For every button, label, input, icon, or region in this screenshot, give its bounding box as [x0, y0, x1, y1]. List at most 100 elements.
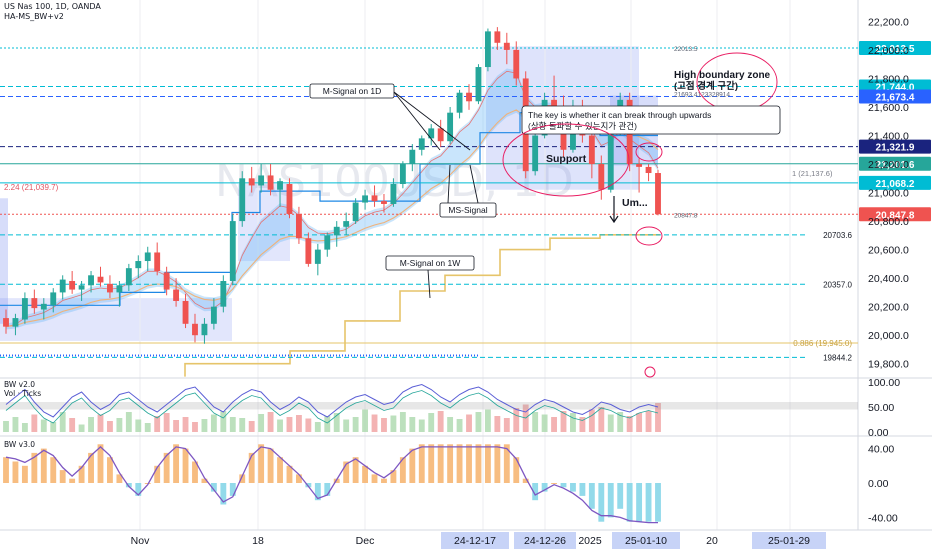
target-circle: [635, 226, 663, 246]
vol-bar-67: [636, 413, 643, 432]
candle-body-41: [390, 184, 397, 204]
level-tag-0: [859, 40, 931, 55]
vol-bar-69: [655, 403, 661, 432]
bw2-tick-2: 100.00: [868, 377, 900, 389]
bw3-tick-0: -40.00: [868, 512, 898, 524]
candle-body-56: [532, 135, 539, 172]
candle-body-69: [655, 173, 661, 215]
bw3-hist-50: [475, 444, 482, 483]
vol-pane-label: Vol · Ticks: [4, 389, 42, 398]
vol-bar-64: [607, 414, 614, 432]
vol-bar-5: [50, 422, 57, 432]
shaded-zone-edge: [0, 198, 8, 324]
chart-symbol-title: US Nas 100, 1D, OANDA: [4, 2, 101, 11]
left-fib-label: 2.24 (21,039.7): [4, 183, 59, 192]
candle-body-51: [484, 31, 491, 68]
callout-1d-pointer: [393, 91, 471, 151]
y-tick-4: 20,600.0: [868, 245, 909, 257]
bw3-hist-10: [97, 444, 104, 483]
bw3-hist-29: [277, 457, 283, 483]
vol-bar-14: [135, 419, 142, 432]
x-label-2: Dec: [356, 535, 375, 547]
candle-body-53: [503, 42, 510, 50]
bw3-hist-58: [551, 483, 557, 484]
level-tag-6: [859, 207, 931, 222]
candle-body-35: [333, 226, 340, 236]
vol-bar-42: [399, 412, 406, 432]
ma-fast-line: [5, 70, 659, 327]
y-tick-7: 21,200.0: [868, 159, 909, 171]
bottom-marker-circle: [644, 366, 656, 378]
bw3-hist-24: [229, 483, 236, 496]
candle-body-5: [50, 292, 57, 306]
vol-bar-10: [97, 414, 104, 432]
ma-cloud-band: [6, 68, 658, 330]
candle-body-18: [173, 289, 180, 301]
candle-body-19: [182, 300, 189, 324]
x-label-3: 2025: [578, 535, 602, 547]
candle-body-39: [371, 195, 378, 202]
bw3-hist-59: [560, 483, 567, 488]
vol-bar-22: [210, 414, 217, 432]
bw3-tick-2: 40.00: [868, 444, 894, 456]
candle-body-0: [3, 318, 9, 327]
candle-body-26: [248, 178, 255, 186]
level-tag-4: [859, 156, 931, 171]
candle-body-15: [144, 252, 151, 262]
vol-bar-18: [173, 420, 180, 432]
vol-bar-1: [12, 417, 19, 432]
candle-body-6: [59, 279, 66, 293]
bw3-hist-4: [40, 448, 47, 483]
candle-body-10: [97, 276, 104, 283]
bw3-hist-55: [522, 478, 529, 483]
callout-ms-signal-box: [439, 202, 497, 218]
candle-body-64: [607, 128, 614, 190]
bw3-hist-14: [135, 483, 142, 496]
fib-level-label: 0.886 (19,945.0): [793, 339, 852, 348]
bw3-hist-48: [456, 444, 463, 483]
x-label-4: 20: [706, 535, 718, 547]
bw3-hist-63: [598, 483, 605, 522]
vol-bar-40: [381, 418, 387, 432]
bw3-hist-33: [314, 483, 321, 501]
bw3-hist-13: [125, 483, 132, 488]
vol-bar-8: [78, 424, 85, 432]
vol-bar-57: [541, 414, 548, 432]
vol-bar-61: [579, 417, 586, 432]
bw3-hist-38: [362, 465, 369, 483]
vol-bar-48: [456, 419, 463, 432]
bw3-hist-68: [645, 483, 652, 522]
y-tick-8: 21,400.0: [868, 131, 909, 143]
level-test-circle: [635, 142, 663, 162]
bw3-hist-47: [447, 444, 454, 483]
bw3-hist-35: [333, 478, 340, 483]
bw3-hist-8: [78, 465, 85, 483]
bw2-tick-1: 50.00: [868, 402, 894, 414]
y-tick-12: 22,200.0: [868, 16, 909, 28]
annot-support: Support: [546, 153, 587, 165]
vol-bar-17: [163, 413, 170, 432]
candle-body-36: [343, 221, 350, 227]
vol-bar-15: [144, 423, 151, 432]
candle-body-4: [40, 303, 47, 310]
candle-body-67: [636, 164, 643, 167]
callout-m-signal-1w: M-Signal on 1W: [400, 258, 460, 268]
candle-body-47: [447, 112, 454, 142]
vol-bar-33: [314, 422, 321, 432]
vol-bar-7: [69, 418, 76, 432]
support-circle: [502, 123, 630, 197]
x-highlight-box-3: [752, 532, 826, 549]
vol-bar-53: [503, 418, 510, 432]
annot-breakthrough-kr: (상향 돌파할 수 있는지가 관건): [528, 121, 637, 131]
candle-body-62: [588, 135, 595, 165]
y-tick-11: 22,000.0: [868, 45, 909, 57]
candle-body-13: [125, 268, 132, 286]
vol-bar-25: [239, 418, 246, 432]
level-tag-label-2: 21,673.4: [876, 93, 915, 104]
x-highlight-label-3: 25-01-29: [768, 535, 810, 547]
bw3-hist-26: [248, 452, 255, 483]
vol-bar-59: [560, 411, 567, 432]
bw3-hist-54: [513, 457, 520, 483]
candle-body-38: [362, 195, 369, 203]
bw3-hist-52: [494, 444, 501, 483]
